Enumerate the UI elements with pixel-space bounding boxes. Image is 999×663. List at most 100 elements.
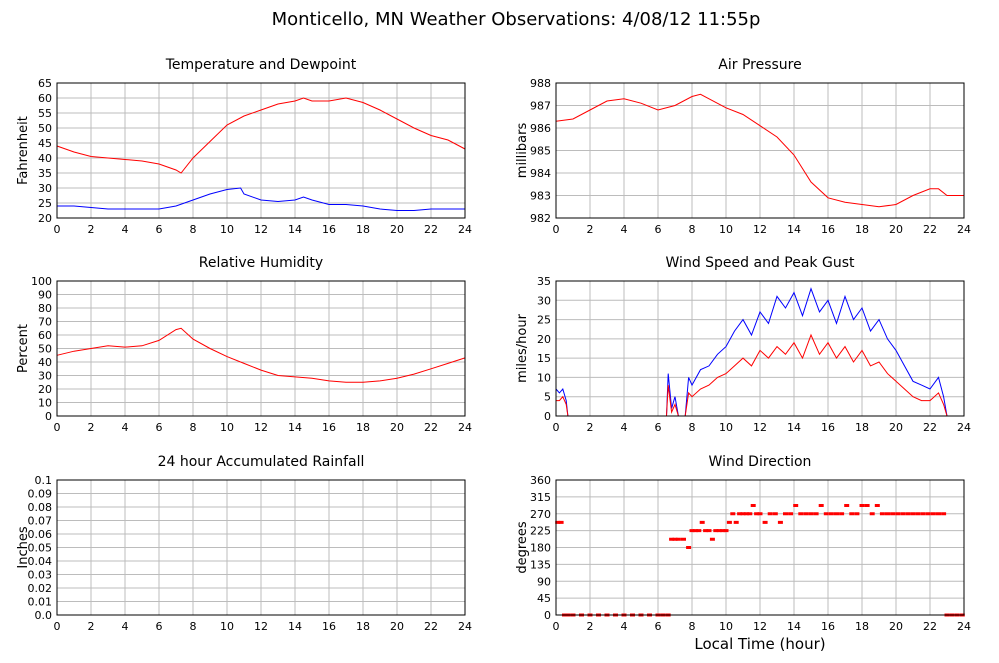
chart-3-group: 0 2 4 6 8 10 12 14 16 18 20 22 2405101520253035Wind …	[515, 255, 971, 434]
chart-5-point	[920, 512, 926, 516]
chart-1-y-tick-label: 986	[530, 122, 551, 135]
chart-2-x-tick-label: 22	[424, 421, 438, 434]
chart-4-y-tick-label: 0.09	[28, 488, 53, 501]
chart-5-x-tick-label: 22	[923, 620, 937, 633]
chart-0-x-tick-label: 4	[122, 223, 129, 236]
chart-3-series-line-0	[555, 287, 964, 417]
chart-5-point	[910, 512, 916, 516]
chart-0-plot-border	[56, 82, 466, 219]
chart-0-x-tick-label: 22	[424, 223, 438, 236]
chart-0-x-tick-label: 6	[156, 223, 163, 236]
chart-5-point	[890, 512, 896, 516]
chart-5-point	[905, 512, 911, 516]
chart-0-y-tick-label: 55	[38, 107, 52, 120]
chart-5-point	[874, 504, 880, 507]
chart-0-y-tick-label: 60	[38, 92, 52, 105]
chart-5-x-tick-label: 20	[889, 620, 903, 633]
chart-5-point	[798, 512, 804, 516]
chart-5-point	[669, 537, 675, 541]
chart-3-series-line-1	[556, 333, 964, 417]
chart-2-y-tick-label: 10	[38, 397, 52, 410]
chart-4-x-tick-label: 8	[190, 620, 197, 633]
chart-0-x-tick-label: 16	[322, 223, 336, 236]
chart-0-group: 0 2 4 6 8 10 12 14 16 18 20 22 242025303540455055606…	[16, 57, 472, 236]
chart-5-x-tick-label: 6	[655, 620, 662, 633]
chart-5-point	[823, 512, 829, 516]
chart-5-point	[772, 512, 778, 516]
chart-4-x-tick-label: 20	[390, 620, 404, 633]
chart-0-x-tick-label: 24	[458, 223, 472, 236]
chart-5-point	[743, 512, 749, 516]
chart-5-plot-border	[555, 479, 965, 616]
chart-1-y-tick-label: 987	[530, 100, 551, 113]
chart-5-x-tick-label: 18	[855, 620, 869, 633]
chart-5-point	[803, 512, 809, 516]
chart-5-x-tick-label: 16	[821, 620, 835, 633]
chart-5-y-tick-label: 225	[530, 525, 551, 538]
chart-5-point	[686, 546, 692, 549]
chart-4-x-tick-label: 6	[156, 620, 163, 633]
chart-5-point	[793, 504, 799, 507]
chart-4-y-tick-label: 0.04	[28, 555, 53, 568]
chart-5-point	[737, 512, 743, 516]
chart-0-x-tick-label: 0	[54, 223, 61, 236]
chart-4-x-tick-label: 12	[254, 620, 268, 633]
chart-5-y-tick-label: 90	[537, 575, 551, 588]
chart-5-point	[941, 512, 947, 516]
chart-5-point	[895, 512, 901, 516]
chart-0-x-tick-label: 2	[88, 223, 95, 236]
chart-3-x-tick-label: 0	[553, 421, 560, 434]
chart-2-y-tick-label: 50	[38, 343, 52, 356]
chart-5-point	[675, 537, 681, 541]
chart-1-series-line-0	[555, 93, 964, 208]
chart-2-y-tick-label: 0	[45, 410, 52, 423]
chart-1-x-tick-label: 16	[821, 223, 835, 236]
chart-1-y-tick-label: 983	[530, 190, 551, 203]
chart-5-point	[740, 512, 746, 516]
chart-4-x-tick-label: 4	[122, 620, 129, 633]
chart-0-title: Temperature and Dewpoint	[165, 57, 357, 73]
chart-5-group: 0 2 4 6 8 10 12 14 16 18 20 22 240459013518022527031…	[515, 454, 971, 633]
chart-3-y-tick-label: 35	[537, 275, 551, 288]
chart-3-y-tick-label: 15	[537, 352, 551, 365]
chart-4-x-tick-label: 18	[356, 620, 370, 633]
chart-0-x-tick-label: 12	[254, 223, 268, 236]
chart-3-x-tick-label: 20	[889, 421, 903, 434]
chart-0-y-tick-label: 65	[38, 77, 52, 90]
chart-0-y-tick-label: 20	[38, 212, 52, 225]
chart-5-x-tick-label: 12	[753, 620, 767, 633]
chart-4-y-tick-label: 0.0	[35, 609, 53, 622]
chart-5-point	[930, 512, 936, 516]
chart-4-x-tick-label: 16	[322, 620, 336, 633]
chart-2-x-tick-label: 20	[390, 421, 404, 434]
chart-5-x-tick-label: 24	[957, 620, 971, 633]
chart-1-x-tick-label: 22	[923, 223, 937, 236]
chart-5-point	[681, 537, 686, 541]
chart-5-point	[706, 529, 712, 533]
chart-1-x-tick-label: 24	[957, 223, 971, 236]
chart-0-x-tick-label: 14	[288, 223, 302, 236]
chart-3-y-tick-label: 10	[537, 371, 551, 384]
chart-2-y-tick-label: 100	[31, 275, 52, 288]
chart-5-point	[885, 512, 890, 516]
chart-5-point	[750, 504, 756, 507]
chart-4-x-tick-label: 24	[458, 620, 472, 633]
chart-1-plot-border	[555, 82, 965, 219]
chart-5-point	[834, 512, 839, 516]
chart-3-title: Wind Speed and Peak Gust	[666, 255, 855, 271]
chart-5-point	[783, 512, 788, 516]
chart-5-point	[788, 512, 794, 516]
chart-2-y-tick-label: 90	[38, 289, 52, 302]
chart-2-y-tick-label: 40	[38, 356, 52, 369]
chart-5-point	[692, 529, 698, 533]
chart-0-y-tick-label: 40	[38, 152, 52, 165]
chart-5-point	[808, 512, 814, 516]
chart-4-x-tick-label: 14	[288, 620, 302, 633]
chart-1-y-tick-label: 982	[530, 212, 551, 225]
chart-2-y-axis-label: Percent	[16, 324, 31, 373]
chart-5-point	[733, 520, 739, 524]
chart-5-point	[699, 520, 705, 524]
chart-2-x-tick-label: 10	[220, 421, 234, 434]
chart-5-point	[762, 520, 768, 524]
